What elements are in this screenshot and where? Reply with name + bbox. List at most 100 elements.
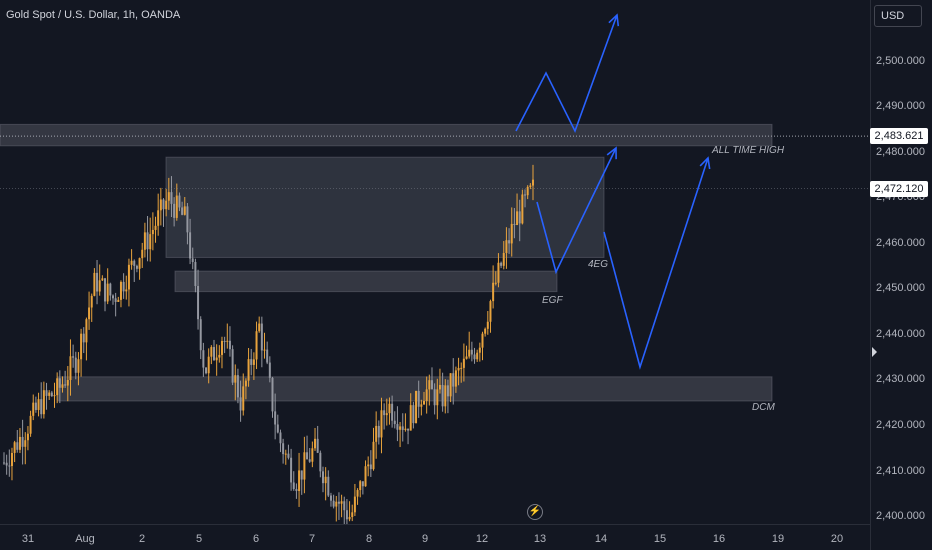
- candle: [181, 201, 184, 216]
- candle-body: [319, 452, 322, 472]
- candle: [29, 410, 32, 437]
- candle: [205, 367, 208, 375]
- candle: [66, 366, 69, 402]
- candle-body: [77, 359, 80, 373]
- candle: [220, 336, 223, 369]
- candle: [364, 460, 367, 487]
- candle-body: [343, 501, 346, 511]
- candle-body: [119, 281, 122, 300]
- candle: [53, 382, 56, 408]
- candle-body: [308, 459, 311, 462]
- candle-body: [391, 403, 394, 421]
- candle: [423, 391, 426, 405]
- candle: [308, 448, 311, 463]
- candle-body: [210, 347, 213, 357]
- candle-body: [268, 362, 271, 378]
- x-tick-label: 9: [421, 533, 429, 545]
- candle: [10, 447, 13, 481]
- candle: [98, 264, 101, 296]
- candle-body: [415, 390, 418, 424]
- candle: [481, 331, 484, 361]
- candle: [252, 352, 255, 380]
- y-tick-label: 2,450.000: [876, 282, 925, 295]
- candle: [228, 326, 231, 357]
- candle-body: [446, 385, 449, 397]
- zone-rect: [0, 123, 773, 147]
- candle: [159, 187, 162, 226]
- candle: [61, 376, 64, 393]
- candle-body: [29, 415, 32, 434]
- candle-body: [45, 390, 48, 396]
- candle-body: [497, 262, 500, 283]
- candle-body: [295, 489, 298, 492]
- candle-body: [433, 389, 436, 406]
- candle: [242, 373, 245, 416]
- candle: [13, 440, 16, 463]
- candle-body: [239, 397, 242, 411]
- candle-body: [513, 223, 516, 226]
- price-tag: 2,483.621: [870, 128, 928, 145]
- candle-body: [130, 260, 133, 265]
- candle-body: [24, 440, 27, 447]
- candle-body: [417, 390, 420, 407]
- candle-body: [250, 359, 253, 365]
- candle: [329, 492, 332, 507]
- candle-body: [345, 510, 348, 520]
- candle: [170, 176, 173, 218]
- candle: [287, 444, 290, 460]
- candle: [340, 494, 343, 518]
- candle: [343, 496, 346, 524]
- candle-body: [191, 258, 194, 262]
- candle-body: [420, 404, 423, 407]
- candle-body: [478, 347, 481, 353]
- candle: [407, 428, 410, 445]
- candle-body: [332, 500, 335, 507]
- candle-body: [409, 405, 412, 431]
- candle-body: [106, 283, 109, 302]
- arrow-head-mid: [606, 146, 617, 160]
- chevron-right-icon[interactable]: [872, 347, 877, 357]
- candle: [82, 327, 85, 354]
- price-axis[interactable]: [870, 0, 932, 550]
- candle-body: [223, 340, 226, 342]
- candle-body: [276, 424, 279, 433]
- candle: [239, 380, 242, 422]
- candle: [64, 370, 67, 388]
- candle-body: [64, 384, 67, 386]
- candle-body: [351, 512, 354, 517]
- candle: [34, 396, 37, 413]
- candle-body: [189, 232, 192, 259]
- candle: [478, 342, 481, 362]
- candle: [21, 419, 24, 465]
- candle-body: [26, 433, 29, 441]
- candle: [409, 393, 412, 431]
- candle: [361, 481, 364, 495]
- candle-body: [157, 210, 160, 226]
- time-axis[interactable]: [0, 524, 870, 550]
- candle: [513, 207, 516, 239]
- plot-area[interactable]: [0, 0, 870, 524]
- candle-body: [207, 356, 210, 374]
- zone-rect: [57, 376, 773, 402]
- candle: [178, 192, 181, 212]
- candle-body: [186, 206, 189, 233]
- candle-body: [18, 436, 21, 450]
- candle: [385, 398, 388, 426]
- candle: [197, 269, 200, 330]
- lightning-icon[interactable]: ⚡: [527, 504, 543, 520]
- candle-body: [42, 390, 45, 415]
- candle: [50, 390, 53, 397]
- candle: [32, 394, 35, 421]
- 4eg-label: 4EG: [588, 259, 609, 270]
- candle-body: [524, 194, 527, 196]
- candle-body: [361, 481, 364, 487]
- candle-body: [175, 195, 178, 218]
- candle-body: [438, 384, 441, 390]
- candle-body: [353, 496, 356, 513]
- currency-button[interactable]: USD: [874, 5, 922, 27]
- candle-body: [287, 453, 290, 458]
- candle-body: [279, 432, 282, 444]
- candle: [80, 328, 83, 377]
- candle: [149, 217, 152, 262]
